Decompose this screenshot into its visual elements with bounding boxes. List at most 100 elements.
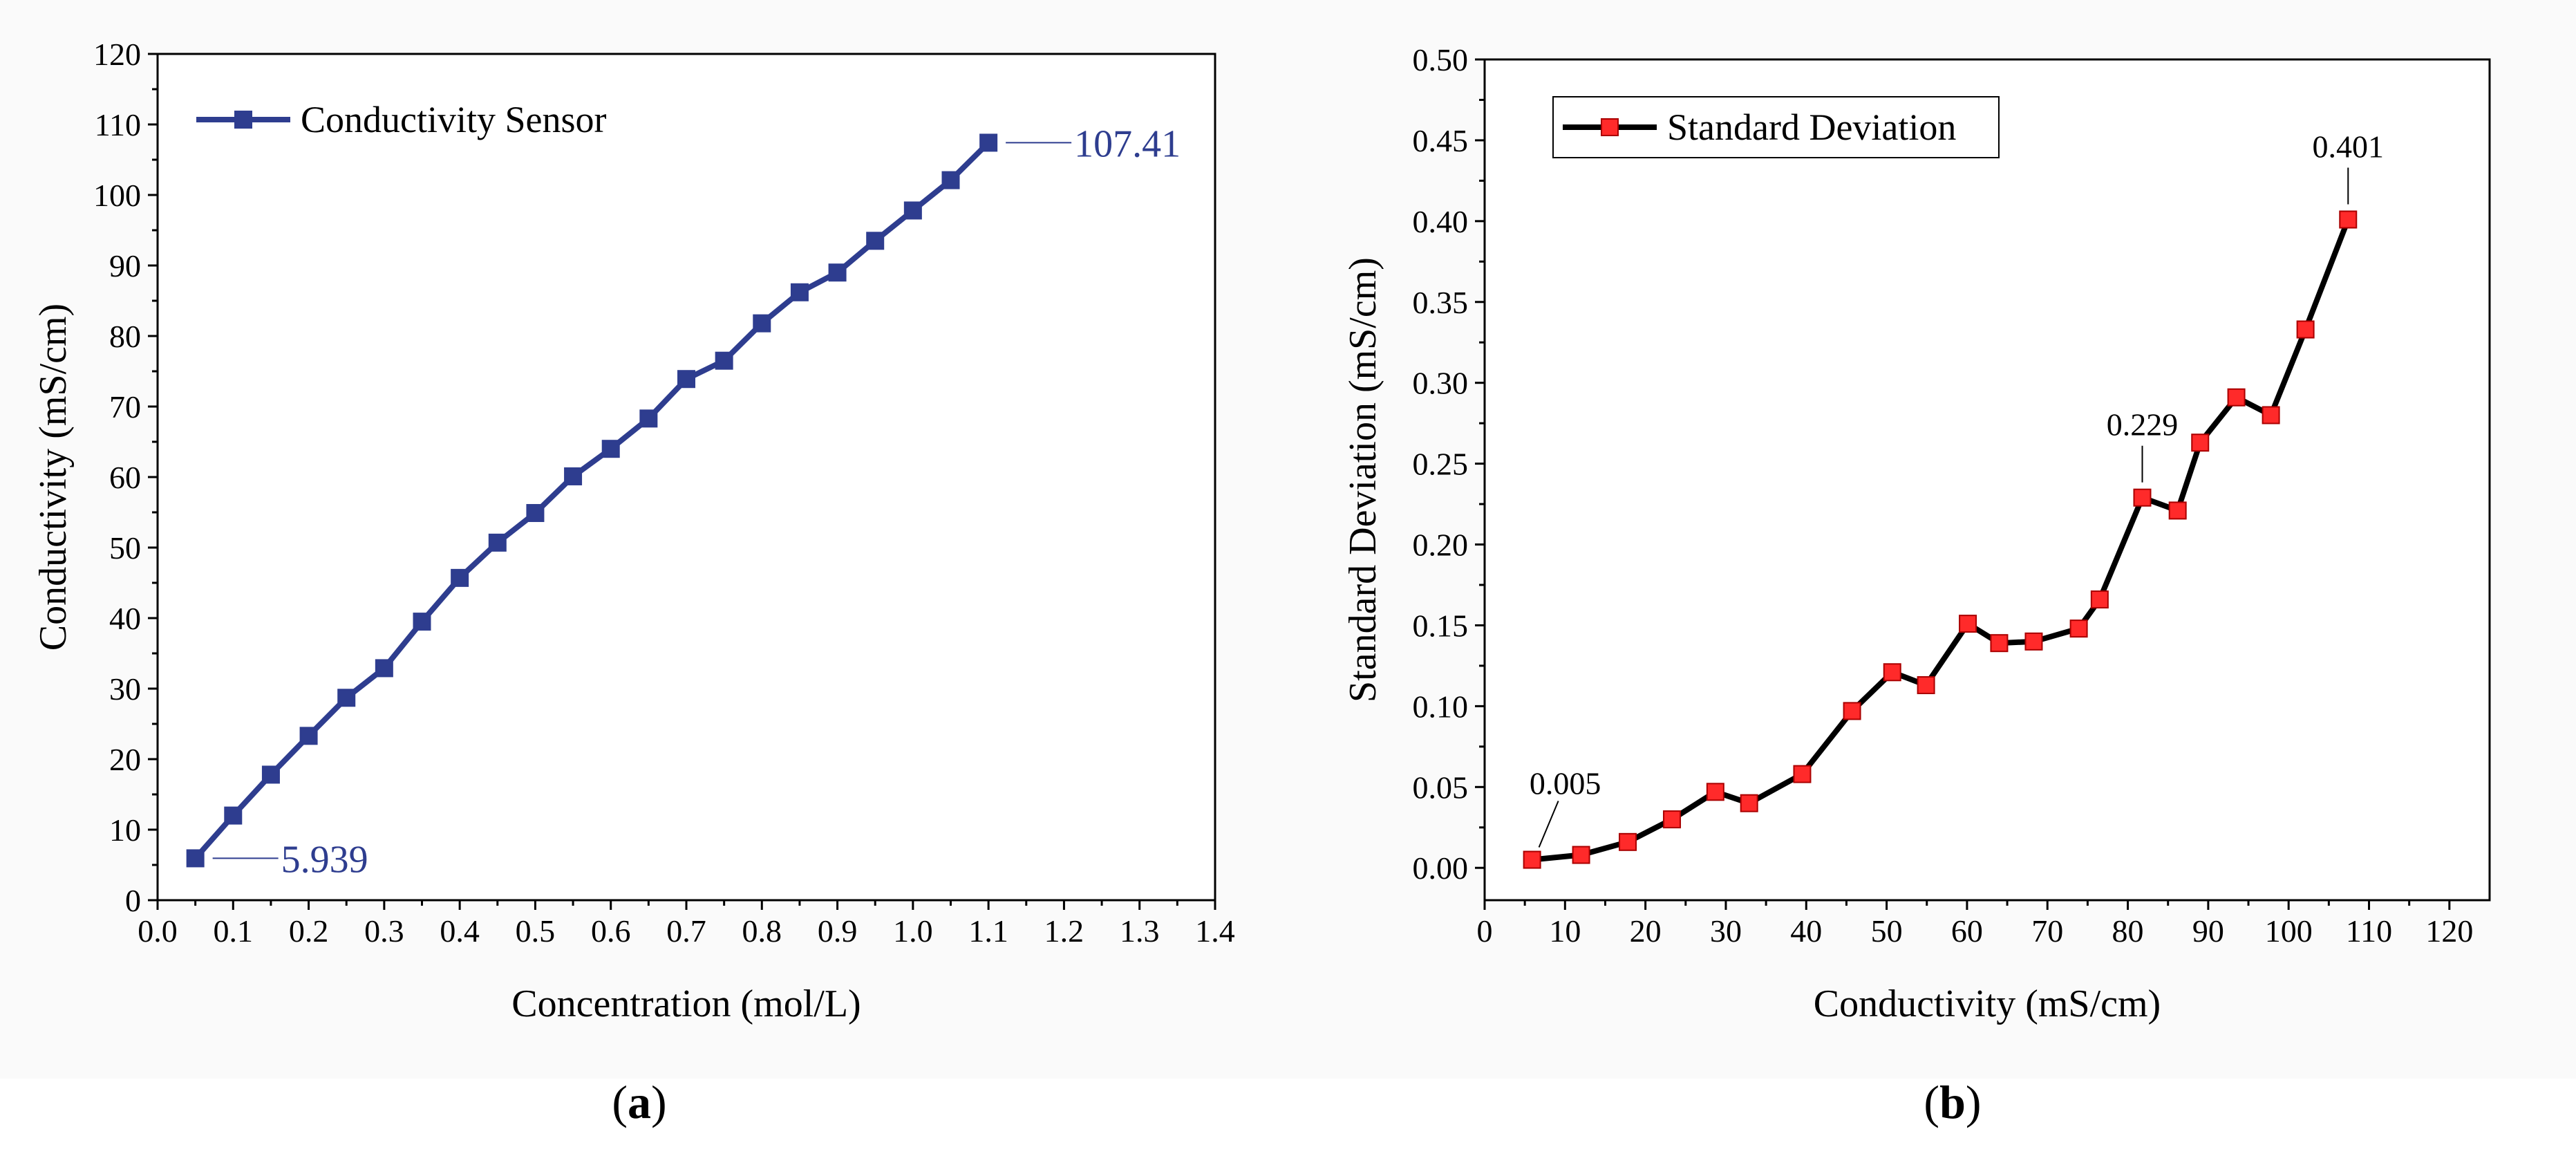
b-data-point (1523, 850, 1541, 869)
b-y-tick-label: 0.00 (1413, 850, 1469, 886)
a-series-line (193, 140, 990, 861)
a-x-tick-label: 1.4 (1195, 913, 1235, 949)
caption-a-letter: a (628, 1076, 651, 1128)
a-data-point (337, 689, 356, 707)
b-data-point (1959, 615, 1977, 633)
b-y-axis-title: Standard Deviation (mS/cm) (1342, 257, 1384, 702)
a-data-point (375, 659, 393, 678)
b-data-point (2262, 406, 2280, 425)
b-legend-marker (1601, 118, 1619, 136)
b-annotation-label: 0.229 (2107, 407, 2179, 442)
a-y-tick-label: 80 (109, 319, 141, 354)
b-plot-frame (1483, 58, 2491, 902)
b-y-tick-label: 0.25 (1413, 447, 1469, 482)
a-data-point (753, 314, 771, 333)
b-legend-label: Standard Deviation (1667, 106, 1956, 148)
a-data-point (790, 283, 809, 301)
b-data-point (2191, 434, 2210, 452)
b-data-point (2024, 632, 2043, 651)
a-data-point (526, 504, 545, 523)
b-x-tick-label: 80 (2112, 913, 2144, 949)
a-x-tick-label: 0.4 (440, 913, 480, 949)
b-x-tick-label: 120 (2425, 913, 2473, 949)
b-data-point (1793, 765, 1812, 783)
b-x-tick-label: 110 (2346, 913, 2392, 949)
a-x-tick-label: 0.7 (666, 913, 706, 949)
b-x-tick-label: 30 (1710, 913, 1742, 949)
a-x-tick-label: 1.0 (893, 913, 933, 949)
b-y-tick-label: 0.10 (1413, 689, 1469, 724)
b-data-point (1990, 634, 2009, 653)
a-data-point (715, 351, 733, 370)
a-x-tick-label: 0.3 (364, 913, 404, 949)
b-x-tick-label: 50 (1871, 913, 1903, 949)
a-data-point (866, 232, 885, 250)
a-x-tick-label: 0.0 (138, 913, 178, 949)
b-annotation-leader (1538, 801, 1559, 848)
a-x-tick-label: 0.5 (516, 913, 556, 949)
chart-panel-a: 0.0 0.1 0.2 0.3 0.4 0.5 0.6 0.7 0.8 0.9 1.0 1.1 1.2 1… (0, 0, 1289, 1079)
caption-a: (a) (612, 1076, 667, 1128)
a-y-axis-title: Conductivity (mS/cm) (32, 304, 75, 651)
a-y-tick-label: 90 (109, 248, 141, 283)
b-data-point (1572, 846, 1590, 864)
a-data-point (224, 806, 243, 825)
a-y-tick-label: 40 (109, 601, 141, 636)
b-data-point (1740, 794, 1758, 812)
a-y-tick-label: 100 (93, 178, 141, 213)
a-x-tick-label: 0.2 (289, 913, 329, 949)
b-y-tick-label: 0.40 (1413, 204, 1469, 239)
a-annotation-label: 5.939 (281, 838, 368, 881)
b-annotation-label: 0.005 (1530, 766, 1601, 801)
b-data-point (2069, 619, 2088, 638)
a-data-point (299, 727, 318, 745)
chart-panel-b: 0 10 20 30 40 50 60 70 80 90 100 110 120 0.00 0.05 0.10… (1289, 0, 2576, 1079)
a-y-tick-label: 30 (109, 671, 141, 707)
b-data-point (2339, 210, 2358, 229)
b-x-tick-label: 70 (2031, 913, 2063, 949)
a-data-point (677, 370, 695, 389)
b-data-point (1883, 663, 1901, 682)
b-y-tick-label: 0.30 (1413, 366, 1469, 401)
b-x-tick-label: 100 (2265, 913, 2313, 949)
a-y-tick-label: 50 (109, 530, 141, 566)
b-x-tick-label: 0 (1477, 913, 1493, 949)
a-y-tick-label: 120 (93, 37, 141, 72)
caption-b-letter: b (1939, 1076, 1966, 1128)
b-x-tick-label: 40 (1790, 913, 1822, 949)
b-x-axis-title: Conductivity (mS/cm) (1814, 982, 2161, 1025)
b-data-point (2227, 388, 2246, 407)
a-data-point (186, 849, 205, 868)
a-x-tick-label: 0.8 (742, 913, 782, 949)
a-data-point (261, 765, 280, 784)
a-data-point (941, 171, 960, 189)
b-data-point (1619, 832, 1637, 851)
a-data-point (903, 201, 922, 220)
a-data-point (639, 409, 658, 428)
a-x-tick-label: 1.1 (968, 913, 1008, 949)
b-data-point (1917, 675, 1935, 694)
b-y-tick-label: 0.20 (1413, 528, 1469, 563)
a-plot-frame (156, 53, 1216, 902)
chart-b-svg: 0 10 20 30 40 50 60 70 80 90 100 110 120 0.00 0.05 0.10… (1342, 42, 2491, 1025)
b-data-point (1663, 810, 1682, 829)
b-y-tick-label: 0.15 (1413, 608, 1469, 643)
a-x-tick-label: 0.1 (214, 913, 254, 949)
a-data-point (979, 133, 998, 152)
a-data-point (601, 440, 620, 458)
b-y-tick-label: 0.50 (1413, 42, 1469, 77)
a-x-tick-label: 1.2 (1044, 913, 1084, 949)
a-y-tick-label: 10 (109, 812, 141, 848)
b-x-tick-label: 10 (1549, 913, 1581, 949)
chart-a-svg: 0.0 0.1 0.2 0.3 0.4 0.5 0.6 0.7 0.8 0.9 1.0 1.1 1.2 1… (32, 37, 1235, 1025)
a-y-tick-label: 20 (109, 742, 141, 777)
a-y-tick-label: 70 (109, 389, 141, 425)
a-x-tick-label: 1.3 (1120, 913, 1160, 949)
b-x-tick-label: 60 (1951, 913, 1983, 949)
a-y-tick-label: 110 (95, 107, 141, 142)
a-legend-label: Conductivity Sensor (301, 99, 607, 140)
b-data-point (1843, 702, 1861, 720)
b-y-tick-label: 0.05 (1413, 770, 1469, 805)
b-series-line (1532, 218, 2351, 863)
a-y-tick-label: 0 (125, 883, 141, 918)
